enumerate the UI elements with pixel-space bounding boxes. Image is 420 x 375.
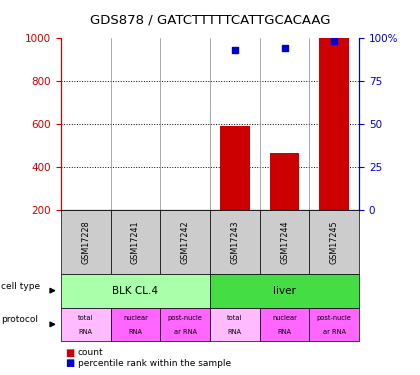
Bar	[319, 14, 349, 210]
Point	[281, 45, 288, 51]
Point	[231, 46, 238, 53]
Text: total: total	[227, 315, 242, 321]
Text: count: count	[78, 348, 103, 357]
Text: protocol: protocol	[1, 315, 38, 324]
Text: RNA: RNA	[79, 329, 93, 335]
Bar	[220, 126, 250, 210]
Bar	[270, 153, 299, 210]
Text: RNA: RNA	[278, 329, 291, 335]
Text: GSM17241: GSM17241	[131, 220, 140, 264]
Text: GDS878 / GATCTTTTTCATTGCACAAG: GDS878 / GATCTTTTTCATTGCACAAG	[90, 13, 330, 26]
Text: cell type: cell type	[1, 282, 40, 291]
Text: ■: ■	[65, 348, 74, 358]
Text: BLK CL.4: BLK CL.4	[113, 286, 158, 296]
Text: ar RNA: ar RNA	[173, 329, 197, 335]
Text: RNA: RNA	[228, 329, 242, 335]
Text: post-nucle: post-nucle	[317, 315, 352, 321]
Text: nuclear: nuclear	[272, 315, 297, 321]
Text: GSM17228: GSM17228	[81, 220, 90, 264]
Text: RNA: RNA	[129, 329, 142, 335]
Point	[331, 38, 338, 44]
Text: ar RNA: ar RNA	[323, 329, 346, 335]
Text: GSM17245: GSM17245	[330, 220, 339, 264]
Text: GSM17243: GSM17243	[230, 220, 239, 264]
Text: GSM17244: GSM17244	[280, 220, 289, 264]
Text: nuclear: nuclear	[123, 315, 148, 321]
Text: total: total	[78, 315, 93, 321]
Text: GSM17242: GSM17242	[181, 220, 190, 264]
Text: ■: ■	[65, 358, 74, 368]
Text: post-nucle: post-nucle	[168, 315, 202, 321]
Text: percentile rank within the sample: percentile rank within the sample	[78, 358, 231, 368]
Text: liver: liver	[273, 286, 296, 296]
